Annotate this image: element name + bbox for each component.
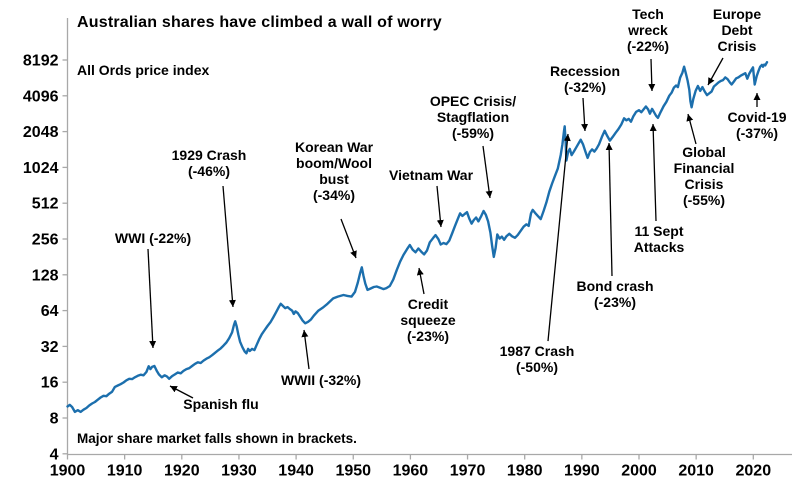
- x-tick-label: 2000: [621, 463, 657, 480]
- annotation-label: Tech wreck (-22%): [627, 6, 669, 54]
- annotation-arrow: [605, 142, 613, 277]
- x-tick-label: 1920: [164, 463, 200, 480]
- annotation-label: Europe Debt Crisis: [713, 6, 761, 54]
- annotation-spanish-flu: Spanish flu: [169, 385, 259, 412]
- annotation-europe-debt: Europe Debt Crisis: [707, 6, 761, 86]
- annotation-arrow: [547, 133, 571, 342]
- annotation-arrow: [707, 57, 724, 86]
- annotation-recession: Recession (-32%): [550, 63, 620, 132]
- annotation-vietnam-war: Vietnam War: [389, 167, 474, 228]
- annotation-label: Bond crash (-23%): [576, 278, 653, 310]
- annotation-label: Korean War boom/Wool bust (-34%): [295, 139, 374, 203]
- y-tick-label: 2048: [23, 124, 59, 141]
- annotation-label: Spanish flu: [183, 396, 258, 412]
- annotation-korean-war: Korean War boom/Wool bust (-34%): [295, 139, 374, 259]
- annotation-opec-crisis: OPEC Crisis/Stagflation (-59%): [430, 93, 516, 199]
- x-tick-label: 1940: [278, 463, 314, 480]
- annotation-arrow: [581, 97, 589, 132]
- annotation-arrow: [169, 385, 194, 399]
- x-tick-label: 2020: [736, 463, 772, 480]
- x-tick-label: 2010: [678, 463, 714, 480]
- annotation-bond-crash: Bond crash (-23%): [576, 142, 654, 310]
- annotation-covid-19: Covid-19 (-37%): [727, 93, 787, 141]
- annotation-arrow: [649, 123, 657, 222]
- annotation-gfc: Global Financial Crisis (-55%): [674, 113, 735, 208]
- x-tick-label: 1900: [50, 463, 86, 480]
- x-tick-label: 1950: [335, 463, 371, 480]
- y-tick-label: 4: [50, 446, 59, 463]
- annotation-arrow: [416, 267, 425, 295]
- series-line: [66, 61, 769, 414]
- chart-title: Australian shares have climbed a wall of…: [77, 14, 442, 31]
- annotation-arrow: [482, 145, 493, 199]
- annotation-label: 1987 Crash (-50%): [500, 343, 575, 375]
- annotation-label: OPEC Crisis/Stagflation (-59%): [430, 93, 516, 141]
- annotation-arrow: [340, 218, 357, 259]
- annotation-label: WWI (-22%): [115, 230, 191, 246]
- annotation-label: Credit squeeze (-23%): [400, 296, 455, 344]
- annotation-wwi: WWI (-22%): [115, 230, 191, 349]
- annotation-tech-wreck: Tech wreck (-22%): [627, 6, 669, 92]
- axes: 4 8 16 32 64 128 256 512 1024 2048 4096 8192 1900 191…: [23, 18, 792, 480]
- annotation-credit-squeeze: Credit squeeze (-23%): [400, 267, 456, 344]
- annotation-label: 1929 Crash (-46%): [172, 147, 247, 179]
- annotation-arrow: [147, 248, 157, 349]
- y-tick-label: 8192: [23, 53, 59, 70]
- y-tick-label: 1024: [23, 160, 59, 177]
- annotation-sept-11: 11 Sept Attacks: [634, 123, 685, 255]
- y-tick-label: 64: [41, 303, 59, 320]
- annotation-label: Recession (-32%): [550, 63, 620, 95]
- y-tick-label: 32: [41, 339, 59, 356]
- x-tick-label: 1990: [564, 463, 600, 480]
- annotation-label: Global Financial Crisis (-55%): [674, 144, 735, 208]
- annotation-label: Covid-19 (-37%): [727, 109, 786, 141]
- annotation-arrow: [301, 329, 310, 370]
- y-tick-label: 256: [32, 232, 59, 249]
- y-tick-label: 4096: [23, 88, 59, 105]
- y-tick-label: 128: [32, 267, 59, 284]
- annotation-arrow: [648, 58, 656, 92]
- y-tick-label: 8: [50, 411, 59, 428]
- annotation-label: Vietnam War: [389, 167, 474, 183]
- annotation-crash-1929: 1929 Crash (-46%): [172, 147, 247, 308]
- x-tick-label: 1970: [450, 463, 486, 480]
- y-tick-label: 16: [41, 375, 59, 392]
- annotation-label: WWII (-32%): [281, 372, 361, 388]
- x-tick-label: 1960: [393, 463, 429, 480]
- x-tick-label: 1910: [107, 463, 143, 480]
- x-tick-label: 1980: [507, 463, 543, 480]
- annotation-arrow: [436, 185, 444, 228]
- chart-footnote: Major share market falls shown in bracke…: [77, 431, 357, 446]
- x-tick-label: 1930: [221, 463, 257, 480]
- annotation-label: 11 Sept Attacks: [634, 223, 685, 255]
- annotation-wwii: WWII (-32%): [281, 329, 361, 388]
- annotation-crash-1987: 1987 Crash (-50%): [500, 133, 575, 375]
- annotation-arrow: [686, 113, 697, 145]
- annotation-arrow: [222, 185, 236, 308]
- chart-subtitle: All Ords price index: [77, 62, 210, 78]
- y-tick-label: 512: [32, 196, 59, 213]
